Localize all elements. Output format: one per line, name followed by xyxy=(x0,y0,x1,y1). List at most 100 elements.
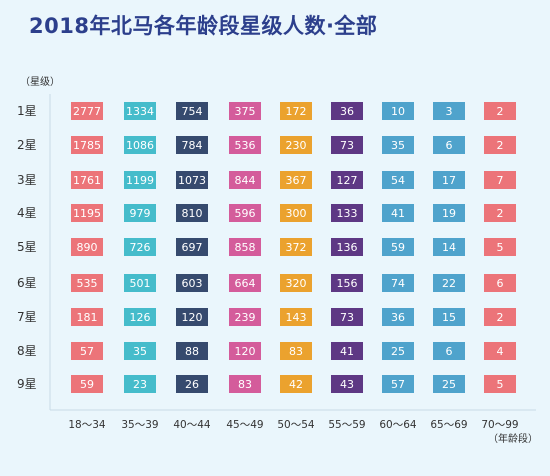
table-cell: 1785 xyxy=(71,136,103,154)
cell-bg xyxy=(484,274,516,292)
cell-bg xyxy=(229,204,261,222)
cell-bg xyxy=(176,375,208,393)
cell-value: 501 xyxy=(130,277,151,290)
table-cell: 54 xyxy=(382,171,414,189)
cell-bg xyxy=(433,171,465,189)
table-cell: 2 xyxy=(484,204,516,222)
cell-value: 1761 xyxy=(73,174,101,187)
cell-bg xyxy=(382,238,414,256)
table-cell: 1199 xyxy=(124,171,156,189)
table-cell: 74 xyxy=(382,274,414,292)
column-label: 40～44 xyxy=(173,419,211,431)
cell-bg xyxy=(280,136,312,154)
cell-bg xyxy=(280,342,312,360)
cell-value: 41 xyxy=(340,345,354,358)
table-cell: 143 xyxy=(280,308,312,326)
table-cell: 172 xyxy=(280,102,312,120)
table-cell: 754 xyxy=(176,102,208,120)
table-cell: 7 xyxy=(484,171,516,189)
cell-value: 536 xyxy=(235,139,256,152)
cell-value: 3 xyxy=(446,105,453,118)
cell-bg xyxy=(124,308,156,326)
column-label: 70～99 xyxy=(481,419,518,431)
table-cell: 5 xyxy=(484,238,516,256)
cell-value: 54 xyxy=(391,174,405,187)
cell-value: 596 xyxy=(235,207,256,220)
cell-value: 6 xyxy=(497,277,504,290)
cell-bg xyxy=(382,308,414,326)
cell-value: 19 xyxy=(442,207,456,220)
table-cell: 59 xyxy=(382,238,414,256)
table-cell: 501 xyxy=(124,274,156,292)
cell-bg xyxy=(382,136,414,154)
table-cell: 57 xyxy=(382,375,414,393)
table-cell: 1761 xyxy=(71,171,103,189)
table-cell: 239 xyxy=(229,308,261,326)
table-cell: 726 xyxy=(124,238,156,256)
cell-value: 172 xyxy=(286,105,307,118)
table-cell: 41 xyxy=(382,204,414,222)
cell-bg xyxy=(124,375,156,393)
cell-bg xyxy=(484,375,516,393)
table-cell: 57 xyxy=(71,342,103,360)
cell-value: 2 xyxy=(497,139,504,152)
cell-bg xyxy=(229,171,261,189)
table-cell: 36 xyxy=(382,308,414,326)
cell-value: 25 xyxy=(442,378,456,391)
cell-bg xyxy=(124,136,156,154)
table-cell: 372 xyxy=(280,238,312,256)
cell-value: 1334 xyxy=(126,105,154,118)
table-cell: 535 xyxy=(71,274,103,292)
table-cell: 156 xyxy=(331,274,363,292)
column-label: 35～39 xyxy=(121,419,158,431)
column-label: 65～69 xyxy=(430,419,467,431)
cell-value: 23 xyxy=(133,378,147,391)
column-label: 60～64 xyxy=(379,419,417,431)
cell-value: 36 xyxy=(340,105,354,118)
cell-value: 5 xyxy=(497,241,504,254)
cell-value: 535 xyxy=(77,277,98,290)
table-cell: 6 xyxy=(484,274,516,292)
table-cell: 375 xyxy=(229,102,261,120)
cell-bg xyxy=(124,171,156,189)
column-label: 18～34 xyxy=(68,419,106,431)
y-axis-label: （星级） xyxy=(20,76,60,88)
cell-value: 42 xyxy=(289,378,303,391)
cell-value: 890 xyxy=(77,241,98,254)
table-cell: 42 xyxy=(280,375,312,393)
cell-value: 375 xyxy=(235,105,256,118)
table-cell: 2777 xyxy=(71,102,103,120)
table-cell: 36 xyxy=(331,102,363,120)
cell-value: 2 xyxy=(497,105,504,118)
cell-bg xyxy=(176,204,208,222)
table-cell: 844 xyxy=(229,171,261,189)
cell-value: 57 xyxy=(80,345,94,358)
cell-value: 73 xyxy=(340,311,354,324)
cell-bg xyxy=(176,102,208,120)
cell-value: 127 xyxy=(337,174,358,187)
cell-bg xyxy=(229,342,261,360)
chart-title: 2018年北马各年龄段星级人数·全部 xyxy=(29,14,378,38)
table-cell: 73 xyxy=(331,136,363,154)
table-cell: 1334 xyxy=(124,102,156,120)
cell-bg xyxy=(484,238,516,256)
cell-value: 41 xyxy=(391,207,405,220)
table-cell: 890 xyxy=(71,238,103,256)
table-cell: 320 xyxy=(280,274,312,292)
cell-bg xyxy=(71,342,103,360)
table-cell: 35 xyxy=(382,136,414,154)
cell-value: 754 xyxy=(182,105,203,118)
row-label: 5星 xyxy=(17,240,37,254)
cell-value: 603 xyxy=(182,277,203,290)
cell-value: 88 xyxy=(185,345,199,358)
table-cell: 536 xyxy=(229,136,261,154)
cell-value: 73 xyxy=(340,139,354,152)
table-cell: 2 xyxy=(484,102,516,120)
table-cell: 1195 xyxy=(71,204,103,222)
table-cell: 120 xyxy=(229,342,261,360)
table-cell: 23 xyxy=(124,375,156,393)
cell-bg xyxy=(124,102,156,120)
cell-bg xyxy=(433,204,465,222)
row-label: 3星 xyxy=(17,173,37,187)
cell-value: 143 xyxy=(286,311,307,324)
